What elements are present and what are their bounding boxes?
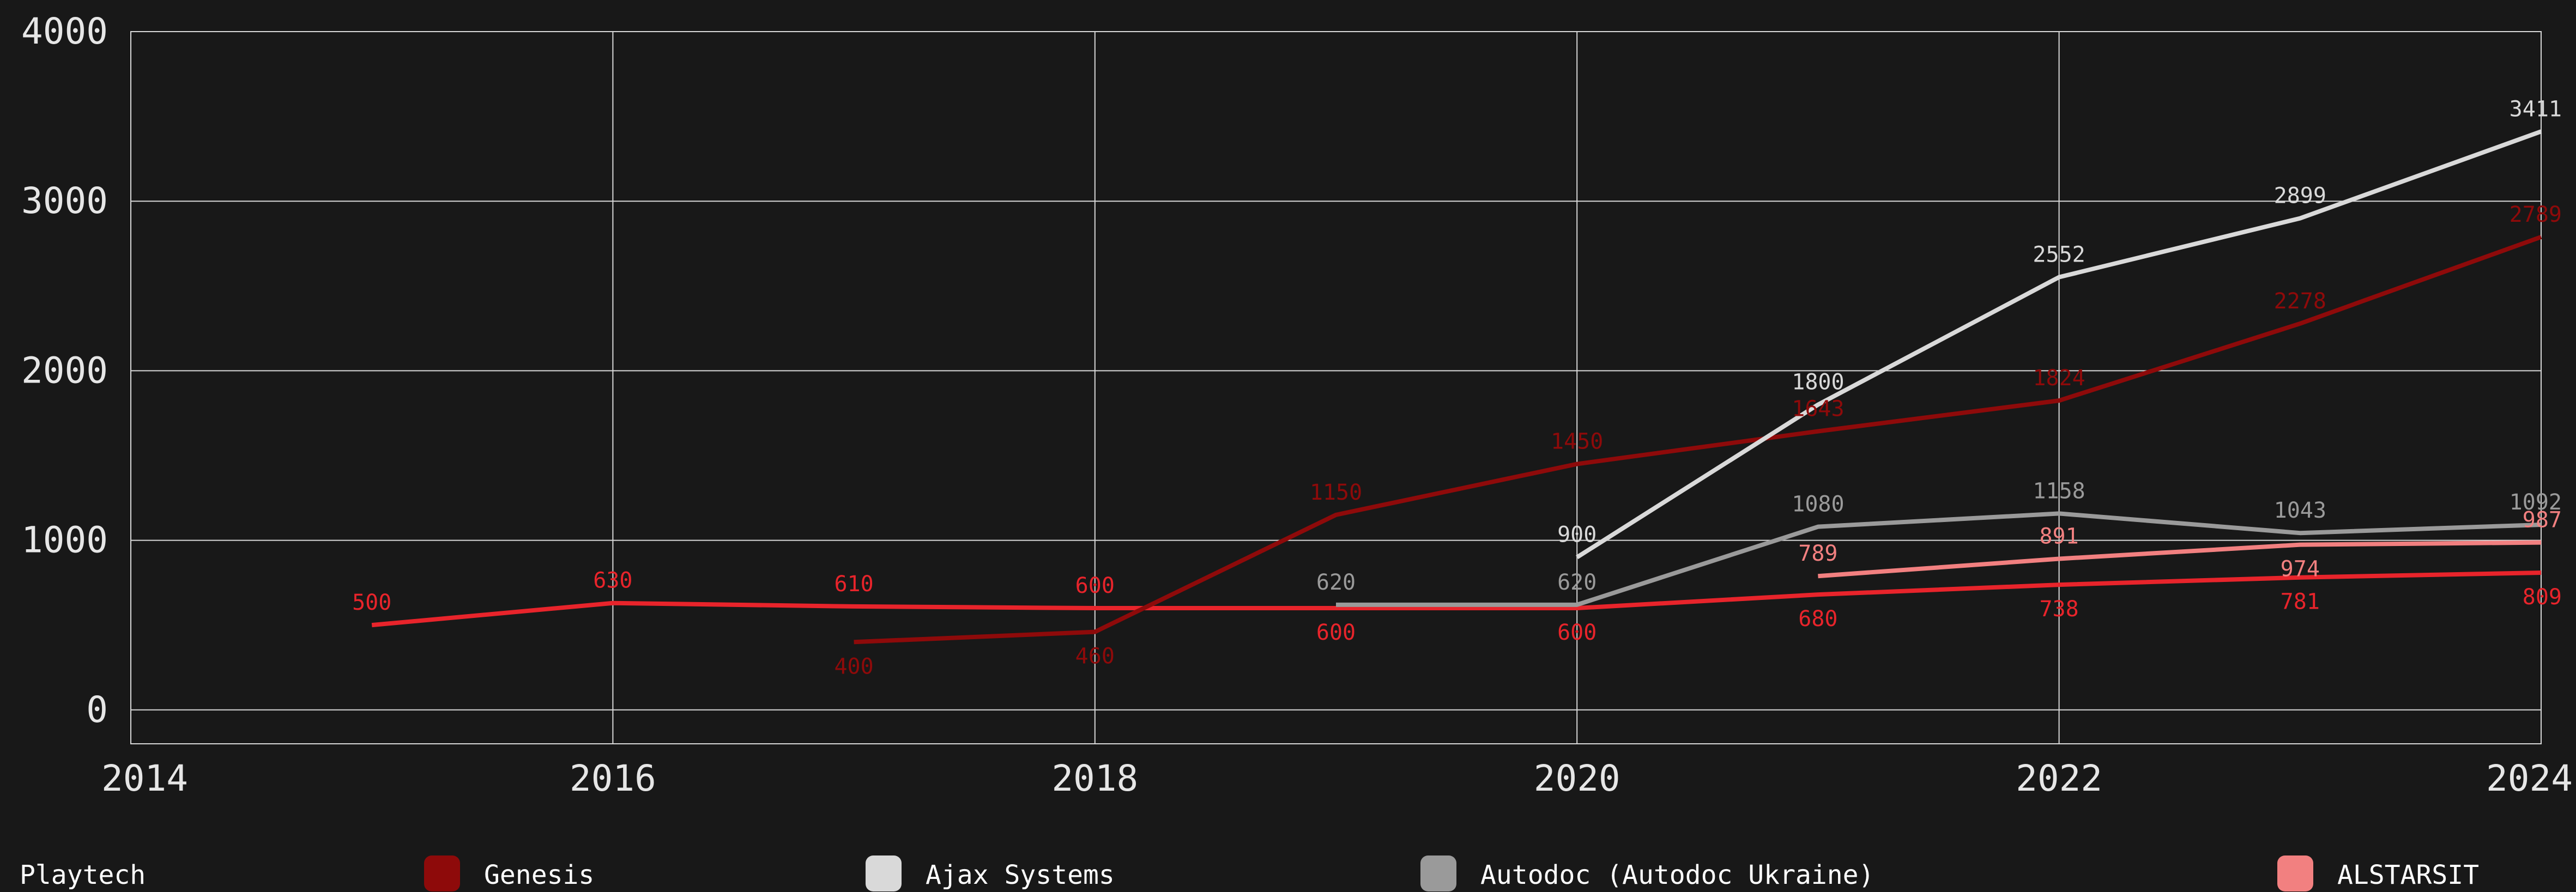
data-label: 987 [2523, 508, 2562, 533]
data-label: 891 [2039, 524, 2078, 549]
data-label: 620 [1557, 570, 1597, 595]
data-label: 2552 [2033, 242, 2085, 268]
data-label: 600 [1316, 620, 1356, 645]
x-tick-label: 2014 [101, 757, 188, 799]
legend-item: Autodoc (Autodoc Ukraine) [1420, 855, 1874, 891]
legend-swatch [2277, 855, 2313, 891]
plot-area [131, 32, 2541, 744]
series-line [1818, 540, 2542, 579]
data-label: 3411 [2510, 96, 2562, 122]
x-tick-label: 2022 [2016, 757, 2102, 799]
legend-item: Genesis [424, 855, 594, 891]
x-tick-label: 2018 [1051, 757, 1138, 799]
data-label: 789 [1798, 541, 1837, 566]
data-label: 1043 [2274, 498, 2326, 523]
data-label: 600 [1557, 620, 1597, 645]
x-tick-label: 2016 [570, 757, 656, 799]
data-label: 630 [593, 568, 632, 593]
data-label: 1150 [1310, 480, 1362, 505]
data-label: 600 [1075, 573, 1115, 598]
series-line [854, 235, 2542, 645]
data-label: 809 [2523, 585, 2562, 610]
series-line [1576, 129, 2542, 560]
legend-label: Genesis [484, 860, 594, 890]
legend-item: Playtech [20, 860, 146, 890]
legend-item: Ajax Systems [866, 855, 1115, 891]
y-tick-label: 4000 [21, 10, 108, 52]
y-tick-label: 1000 [21, 519, 108, 561]
y-tick-label: 2000 [21, 349, 108, 391]
data-label: 1824 [2033, 366, 2085, 391]
series-line [1336, 511, 2542, 607]
series-line [371, 571, 2542, 628]
x-tick-label: 2024 [2486, 757, 2573, 799]
axis-tick-labels: 2014 2016 2018 2020 2022 2024 0 1000 2000 3000 400… [21, 10, 2573, 799]
data-label: 400 [834, 654, 873, 679]
legend-label: Playtech [20, 860, 146, 890]
grid-lines [130, 31, 2542, 744]
data-label: 974 [2281, 557, 2320, 582]
data-label: 2899 [2274, 184, 2326, 209]
data-labels: 500 630 610 600 600 600 680 738 781 809 400 460 1150… [352, 96, 2562, 679]
data-label: 620 [1316, 570, 1356, 595]
legend-swatch [866, 855, 902, 891]
legend-swatch [424, 855, 460, 891]
data-label: 680 [1798, 606, 1837, 632]
data-label: 1450 [1551, 429, 1603, 454]
y-tick-label: 0 [86, 689, 108, 731]
data-label: 900 [1557, 523, 1597, 548]
x-tick-label: 2020 [1534, 757, 1620, 799]
data-label: 500 [352, 590, 391, 615]
data-label: 781 [2281, 590, 2320, 615]
y-tick-label: 3000 [21, 180, 108, 222]
legend-label: Autodoc (Autodoc Ukraine) [1480, 860, 1874, 890]
data-label: 1080 [1792, 492, 1844, 517]
data-label: 460 [1075, 644, 1115, 669]
legend-label: Ajax Systems [926, 860, 1115, 890]
data-label: 2789 [2510, 202, 2562, 227]
data-label: 738 [2039, 597, 2078, 622]
legend-swatch [1420, 855, 1456, 891]
legend-item: ALSTARSIT [2277, 855, 2479, 891]
data-label: 1092 [2510, 490, 2562, 515]
data-label: 1800 [1792, 370, 1844, 395]
series-lines [371, 129, 2542, 645]
data-label: 1158 [2033, 478, 2085, 503]
data-label: 2278 [2274, 289, 2326, 314]
legend-label: ALSTARSIT [2337, 860, 2479, 890]
data-label: 610 [834, 572, 873, 597]
data-label: 1643 [1792, 396, 1844, 421]
legend: Playtech Genesis Ajax Systems Autodoc (Auto… [20, 855, 2479, 891]
